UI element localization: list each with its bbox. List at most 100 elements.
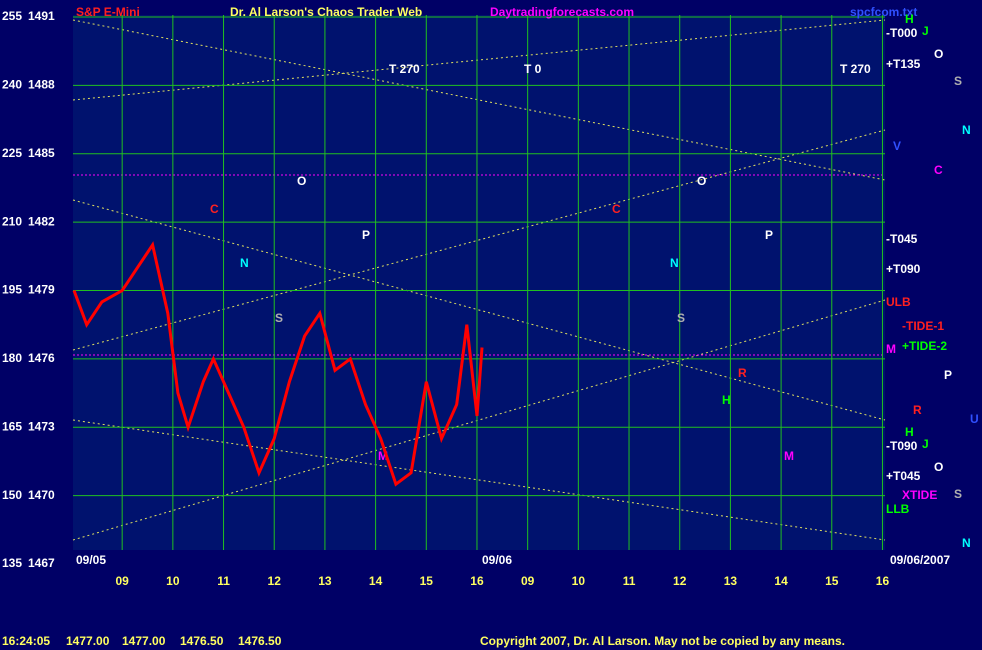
footer-high: 1477.00 xyxy=(122,634,166,648)
deco-line xyxy=(72,299,886,541)
annotation: -TIDE-1 xyxy=(902,319,944,333)
y-tick-label: 1488 xyxy=(28,78,55,92)
annotation: C xyxy=(934,163,943,177)
footer: 16:24:05 1477.00 1477.00 1476.50 1476.50… xyxy=(2,634,845,648)
annotation: H xyxy=(905,425,914,439)
price-line xyxy=(72,241,484,487)
site: Daytradingforecasts.com xyxy=(490,5,634,19)
y-tick-label: 1485 xyxy=(28,146,55,160)
x-tick-label: 12 xyxy=(268,574,282,588)
file: spcfcom.txt xyxy=(850,5,917,19)
x-tick-label: 12 xyxy=(673,574,687,588)
annotation: C xyxy=(210,202,219,216)
annotation: +T135 xyxy=(886,57,921,71)
annotation: XTIDE xyxy=(902,488,937,502)
annotation: O xyxy=(697,174,706,188)
annotation: +T090 xyxy=(886,262,921,276)
y-tick-label: 1467 xyxy=(28,556,55,570)
y2-tick-label: 210 xyxy=(2,214,22,228)
annotation: +TIDE-2 xyxy=(902,339,947,353)
footer-low: 1476.50 xyxy=(180,634,224,648)
annotation: -T000 xyxy=(886,26,918,40)
x-tick-label: 16 xyxy=(470,574,484,588)
annotation: R xyxy=(738,366,747,380)
deco-line xyxy=(72,419,886,541)
annotation: T 270 xyxy=(389,62,420,76)
annotation: O xyxy=(297,174,306,188)
annotation: J xyxy=(922,24,929,38)
annotation: O xyxy=(934,460,943,474)
y2-tick-label: 240 xyxy=(2,78,22,92)
annotation: J xyxy=(922,437,929,451)
x-tick-label: 09 xyxy=(115,574,129,588)
x-tick-label: 11 xyxy=(217,574,230,588)
footer-time: 16:24:05 xyxy=(2,634,50,648)
annotation: V xyxy=(893,139,901,153)
x-tick-label: 15 xyxy=(420,574,434,588)
y-tick-label: 1470 xyxy=(28,488,55,502)
decorations xyxy=(72,19,886,541)
annotation: N xyxy=(962,536,971,550)
annotation: T 0 xyxy=(524,62,542,76)
x-tick-label: 10 xyxy=(166,574,180,588)
annotation: S xyxy=(954,74,962,88)
deco-line xyxy=(72,129,886,351)
deco-line xyxy=(72,19,886,101)
annotation: N xyxy=(240,256,249,270)
y-tick-label: 1476 xyxy=(28,351,55,365)
y-tick-label: 1482 xyxy=(28,214,55,228)
y2-tick-label: 225 xyxy=(2,146,22,160)
y2-tick-label: 180 xyxy=(2,351,22,365)
annotation: O xyxy=(934,47,943,61)
x-tick-label: 10 xyxy=(572,574,586,588)
annotation: M xyxy=(784,449,794,463)
annotation: C xyxy=(612,202,621,216)
footer-open: 1477.00 xyxy=(66,634,110,648)
annotation: R xyxy=(913,403,922,417)
annotation: ULB xyxy=(886,295,911,309)
y-tick-label: 1473 xyxy=(28,419,55,433)
annotation: LLB xyxy=(886,502,910,516)
annotation: U xyxy=(970,412,979,426)
annotation: S xyxy=(954,487,962,501)
x-tick-label: 09 xyxy=(521,574,535,588)
grid xyxy=(73,15,885,550)
annotation: T 270 xyxy=(840,62,871,76)
y2-tick-label: 150 xyxy=(2,488,22,502)
date-label: 09/05 xyxy=(76,553,106,567)
x-tick-label: 15 xyxy=(825,574,839,588)
title: Dr. Al Larson's Chaos Trader Web xyxy=(230,5,422,19)
deco-line xyxy=(72,199,886,421)
y2-tick-label: 195 xyxy=(2,283,22,297)
symbol: S&P E-Mini xyxy=(76,5,140,19)
x-tick-label: 14 xyxy=(369,574,383,588)
annotation: S xyxy=(275,311,283,325)
annotation: N xyxy=(670,256,679,270)
date-label: 09/06/2007 xyxy=(890,553,950,567)
y2-tick-label: 255 xyxy=(2,9,22,23)
annotation: P xyxy=(765,228,773,242)
annotation: P xyxy=(362,228,370,242)
annotation: S xyxy=(677,311,685,325)
x-tick-label: 11 xyxy=(623,574,636,588)
x-tick-label: 13 xyxy=(724,574,738,588)
annotation: M xyxy=(886,342,896,356)
annotation: -T090 xyxy=(886,439,918,453)
plot-area xyxy=(73,15,885,550)
y-tick-label: 1491 xyxy=(28,9,55,23)
x-tick-label: 16 xyxy=(876,574,890,588)
y2-tick-label: 135 xyxy=(2,556,22,570)
annotation: P xyxy=(944,368,952,382)
y2-tick-label: 165 xyxy=(2,419,22,433)
footer-close: 1476.50 xyxy=(238,634,282,648)
copyright: Copyright 2007, Dr. Al Larson. May not b… xyxy=(480,634,845,648)
annotations: T 270 T 0 T 270 -T000 +T135 -T045 +T090 … xyxy=(76,12,979,567)
annotation: -T045 xyxy=(886,232,918,246)
annotation: +T045 xyxy=(886,469,921,483)
annotation: N xyxy=(962,123,971,137)
x-tick-label: 13 xyxy=(318,574,332,588)
annotation: H xyxy=(722,393,731,407)
annotation: M xyxy=(378,449,388,463)
